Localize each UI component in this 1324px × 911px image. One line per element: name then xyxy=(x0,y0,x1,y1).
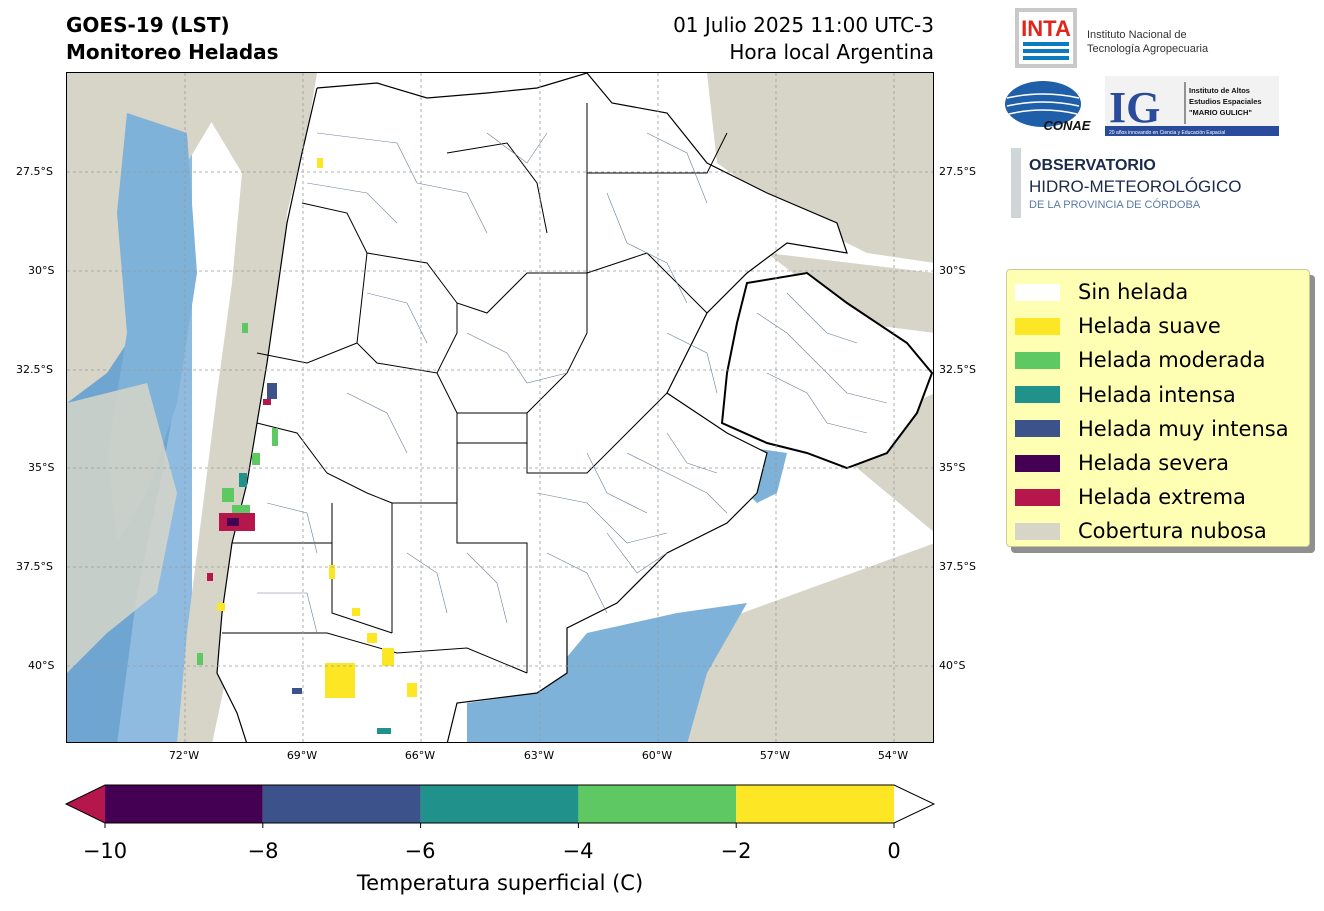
lat-label-right: 35°S xyxy=(939,461,966,474)
legend-label: Helada moderada xyxy=(1078,348,1266,373)
lat-label-right: 37.5°S xyxy=(939,560,976,573)
legend-label: Sin helada xyxy=(1078,280,1189,305)
lon-label: 57°W xyxy=(759,749,791,762)
institution-logos: INTA Instituto Nacional de Tecnología Ag… xyxy=(1005,6,1305,226)
map-canvas xyxy=(67,73,933,742)
colorbar-under-arrow xyxy=(66,785,105,823)
uruguay-border xyxy=(720,271,933,470)
legend-item: Helada extrema xyxy=(1007,480,1309,514)
lat-label-right: 40°S xyxy=(939,659,966,672)
legend-label: Helada suave xyxy=(1078,314,1221,339)
map-datetime: 01 Julio 2025 11:00 UTC-3 Hora local Arg… xyxy=(600,12,934,66)
observatorio-logo: OBSERVATORIO HIDRO-METEOROLÓGICO DE LA P… xyxy=(1011,148,1242,218)
atlantic-satellite-area xyxy=(467,603,747,742)
lon-label: 63°W xyxy=(523,749,555,762)
lat-label-right: 27.5°S xyxy=(939,165,976,178)
observatorio-line2: HIDRO-METEOROLÓGICO xyxy=(1029,177,1242,196)
title-product: GOES-19 (LST) xyxy=(66,13,230,37)
legend-item: Helada intensa xyxy=(1007,378,1309,412)
colorbar-tick: −8 xyxy=(247,839,279,863)
ig-name-line1: Instituto de Altos xyxy=(1189,86,1250,95)
lon-label: 54°W xyxy=(877,749,909,762)
graticule xyxy=(67,73,933,742)
lat-label-right: 32.5°S xyxy=(939,363,976,376)
legend-swatch xyxy=(1015,317,1060,335)
cloud-pacific-south xyxy=(67,383,177,673)
colorbar-label: Temperatura superficial (C) xyxy=(356,871,644,895)
observatorio-line3: DE LA PROVINCIA DE CÓRDOBA xyxy=(1029,198,1201,211)
lon-label: 60°W xyxy=(641,749,673,762)
legend-item: Cobertura nubosa xyxy=(1007,514,1309,548)
logos-canvas: INTA Instituto Nacional de Tecnología Ag… xyxy=(1005,8,1279,218)
inta-logo: INTA Instituto Nacional de Tecnología Ag… xyxy=(1015,8,1209,68)
observatorio-line1: OBSERVATORIO xyxy=(1029,157,1156,174)
lon-label: 66°W xyxy=(404,749,436,762)
colorbar-tick: −10 xyxy=(82,839,128,863)
lon-label: 69°W xyxy=(286,749,318,762)
title-subject: Monitoreo Heladas xyxy=(66,40,279,64)
legend-label: Cobertura nubosa xyxy=(1078,519,1267,544)
lat-label-left: 27.5°S xyxy=(16,165,53,178)
lat-label-left: 30°S xyxy=(28,264,55,277)
inta-name-line2: Tecnología Agropecuaria xyxy=(1087,43,1209,55)
ig-logo: IG Instituto de Altos Estudios Espaciale… xyxy=(1105,76,1279,136)
legend-label: Helada muy intensa xyxy=(1078,416,1289,441)
colorbar-tick: 0 xyxy=(887,839,901,863)
legend-label: Helada extrema xyxy=(1078,485,1246,510)
department-borders xyxy=(257,132,888,634)
legend-swatch xyxy=(1015,283,1060,301)
colorbar-bin xyxy=(578,785,737,823)
colorbar-over-arrow xyxy=(894,785,934,823)
local-time-line: Hora local Argentina xyxy=(729,40,934,64)
conae-mark: CONAE xyxy=(1044,118,1091,133)
legend-swatch xyxy=(1015,522,1060,540)
legend-swatch xyxy=(1015,386,1060,404)
legend-item: Sin helada xyxy=(1007,275,1309,309)
legend-label: Helada severa xyxy=(1078,451,1229,476)
colorbar-bin xyxy=(105,785,263,823)
legend-item: Helada moderada xyxy=(1007,343,1309,377)
lat-label-right: 30°S xyxy=(939,264,966,277)
lon-label: 72°W xyxy=(168,749,200,762)
colorbar-tick: −2 xyxy=(720,839,752,863)
uruguay-land xyxy=(722,273,932,468)
inta-mark: INTA xyxy=(1021,16,1071,41)
ig-mark: IG xyxy=(1109,83,1160,132)
legend-item: Helada muy intensa xyxy=(1007,412,1309,446)
cloud-northeast xyxy=(707,73,933,263)
colorbar-bin xyxy=(420,785,579,823)
legend-item: Helada severa xyxy=(1007,446,1309,480)
lat-label-left: 40°S xyxy=(28,659,55,672)
colorbar-bin xyxy=(736,785,894,823)
colorbar-tick: −4 xyxy=(562,839,594,863)
lat-label-left: 37.5°S xyxy=(16,560,53,573)
legend-swatch xyxy=(1015,351,1060,369)
colorbar-bin xyxy=(262,785,421,823)
frost-legend: Sin helada Helada suave Helada moderada Hel… xyxy=(1006,269,1310,547)
legend-item: Helada suave xyxy=(1007,309,1309,343)
frost-map xyxy=(66,72,934,743)
ig-name-line3: "MARIO GULICH" xyxy=(1189,108,1252,117)
lat-label-left: 35°S xyxy=(28,461,55,474)
ig-name-line2: Estudios Espaciales xyxy=(1189,97,1262,106)
datetime-line: 01 Julio 2025 11:00 UTC-3 xyxy=(673,13,934,37)
legend-swatch xyxy=(1015,454,1060,472)
legend-swatch xyxy=(1015,488,1060,506)
conae-logo: CONAE xyxy=(1005,81,1091,133)
temperature-colorbar xyxy=(64,784,936,828)
ig-tagline: 20 años innovando en Ciencia y Educación… xyxy=(1109,130,1225,136)
lat-label-left: 32.5°S xyxy=(16,363,53,376)
colorbar-tick: −6 xyxy=(404,839,436,863)
legend-swatch xyxy=(1015,420,1060,438)
map-title: GOES-19 (LST) Monitoreo Heladas xyxy=(66,12,279,66)
cloud-southeast xyxy=(628,543,933,742)
legend-label: Helada intensa xyxy=(1078,382,1236,407)
frost-pixels xyxy=(197,158,417,734)
inta-name-line1: Instituto Nacional de xyxy=(1087,29,1187,41)
